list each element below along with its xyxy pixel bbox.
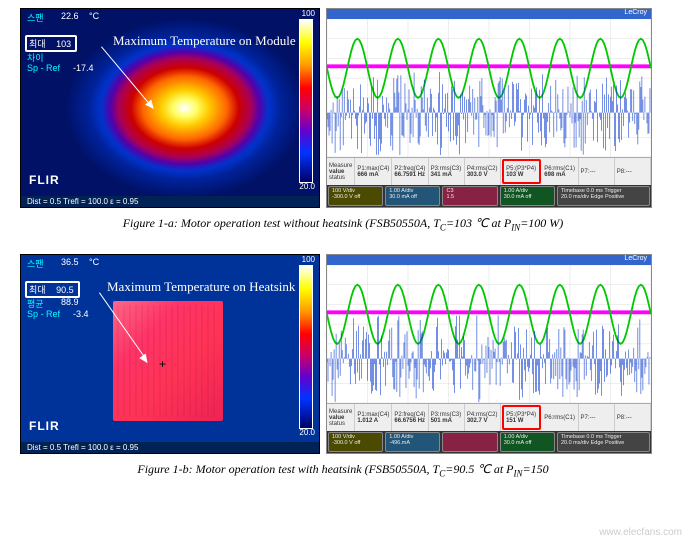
measure-col: P2:freq(C4)66.7591 Hz: [392, 158, 428, 185]
max-val-b: 90.5: [56, 285, 74, 295]
scope-svg-a: [327, 19, 651, 157]
colorscale-a: [299, 19, 313, 183]
scope-info-a: 100 V/div-300.0 V off 1.00 A/div30.0 mA …: [327, 185, 651, 207]
figure-b-row: + 스팬 36.5 °C 최대 90.5 평균 88.9 Sp - Ref -3…: [0, 246, 686, 456]
max-label-b: 최대: [29, 285, 46, 295]
max-label-a: 최대: [29, 39, 46, 49]
measure-col: P8:---: [615, 158, 651, 185]
span-label-b: 스팬: [27, 257, 44, 270]
caption-a: Figure 1-a: Motor operation test without…: [0, 216, 686, 232]
span-temp-b: 36.5: [61, 257, 79, 267]
spref-label-a: Sp - Ref: [27, 63, 60, 73]
measure-col: P1:max(C4)666 mA: [355, 158, 392, 185]
max-highlight-b: 최대 90.5: [25, 281, 80, 298]
span-label-a: 스팬: [27, 11, 44, 24]
figure-a-row: + 스팬 22.6 °C 최대 103 차이 Sp - Ref -17.4 Ma…: [0, 0, 686, 210]
span-unit-b: °C: [89, 257, 99, 267]
scale-top-b: 100: [302, 255, 315, 264]
scope-brand-b: LeCroy: [327, 255, 651, 265]
scale-top-a: 100: [302, 9, 315, 18]
scale-bot-a: 20.0: [299, 182, 315, 191]
caption-b: Figure 1-b: Motor operation test with he…: [0, 462, 686, 478]
scope-measures-a: MeasurevaluestatusP1:max(C4)666 mAP2:fre…: [327, 157, 651, 185]
flir-logo-b: FLIR: [29, 419, 60, 433]
bottom-info-a: Dist = 0.5 Trefl = 100.0 ε = 0.95: [21, 196, 319, 207]
measure-col: P6:rms(C1)698 mA: [542, 158, 578, 185]
measure-col: P7:---: [579, 158, 615, 185]
measure-col: P8:---: [615, 404, 651, 431]
measure-col: P2:freq(C4)66.6756 Hz: [392, 404, 428, 431]
scope-panel-a: LeCroy MeasurevaluestatusP1:max(C4)666 m…: [326, 8, 652, 208]
scope-panel-b: LeCroy MeasurevaluestatusP1:max(C4)1.012…: [326, 254, 652, 454]
scale-bot-b: 20.0: [299, 428, 315, 437]
measure-col: P1:max(C4)1.012 A: [355, 404, 392, 431]
measure-col: P3:rms(C3)501 mA: [429, 404, 465, 431]
mean-val-b: 88.9: [61, 297, 79, 307]
spref-label-b: Sp - Ref: [27, 309, 60, 319]
thermal-panel-a: + 스팬 22.6 °C 최대 103 차이 Sp - Ref -17.4 Ma…: [20, 8, 320, 208]
max-val-a: 103: [56, 39, 71, 49]
scope-info-b: 100 V/div-300.0 V off 1.00 A/div-496.mA …: [327, 431, 651, 453]
scope-wave-b: [327, 265, 651, 403]
crosshair-b: +: [159, 357, 169, 367]
annotation-b: Maximum Temperature on Heatsink: [107, 279, 295, 295]
thermal-panel-b: + 스팬 36.5 °C 최대 90.5 평균 88.9 Sp - Ref -3…: [20, 254, 320, 454]
flir-logo-a: FLIR: [29, 173, 60, 187]
spref-val-a: -17.4: [73, 63, 94, 73]
measure-col: P5:(P3*P4)151 W: [502, 405, 541, 430]
scope-wave-a: [327, 19, 651, 157]
scope-svg-b: [327, 265, 651, 403]
bottom-info-b: Dist = 0.5 Trefl = 100.0 ε = 0.95: [21, 442, 319, 453]
measure-col: P5:(P3*P4)103 W: [502, 159, 541, 184]
measure-col: P3:rms(C3)341 mA: [429, 158, 465, 185]
measure-col: P6:rms(C1): [542, 404, 578, 431]
annotation-a: Maximum Temperature on Module: [113, 33, 296, 49]
watermark: www.elecfans.com: [599, 527, 682, 538]
measure-col: P4:rms(C2)302.7 V: [465, 404, 501, 431]
measure-col: P4:rms(C2)303.0 V: [465, 158, 501, 185]
crosshair-a: +: [180, 103, 190, 113]
colorscale-b: [299, 265, 313, 429]
measure-col: P7:---: [579, 404, 615, 431]
span-unit-a: °C: [89, 11, 99, 21]
max-highlight-a: 최대 103: [25, 35, 77, 52]
span-temp-a: 22.6: [61, 11, 79, 21]
scope-brand-a: LeCroy: [327, 9, 651, 19]
spref-val-b: -3.4: [73, 309, 89, 319]
scope-measures-b: MeasurevaluestatusP1:max(C4)1.012 AP2:fr…: [327, 403, 651, 431]
